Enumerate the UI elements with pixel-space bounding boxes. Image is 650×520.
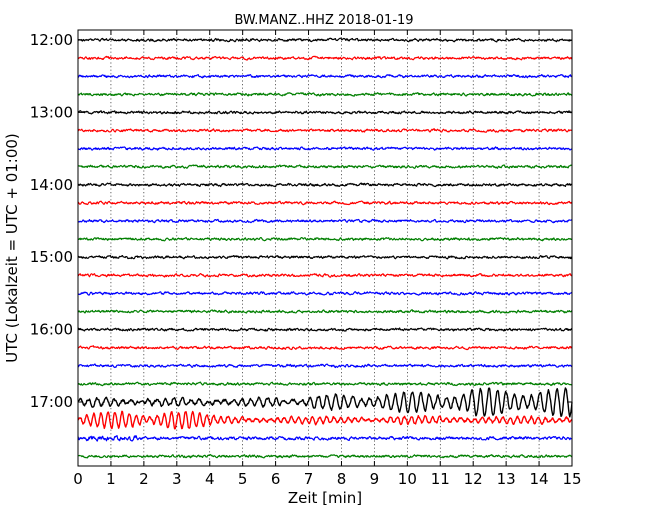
x-tick-label: 0 [73,470,83,488]
trace-line [77,387,573,418]
trace-line [77,182,573,188]
x-tick-label: 15 [562,470,581,488]
trace-line [77,128,573,133]
trace-line [77,309,573,314]
seismogram-traces [77,37,573,459]
grid-lines [110,30,540,466]
trace-line [77,37,573,43]
plot-frame [77,29,573,467]
x-tick-label: 1 [106,470,116,488]
x-tick-label: 5 [238,470,248,488]
chart-title: BW.MANZ..HHZ 2018-01-19 [234,13,413,28]
trace-line [77,435,573,442]
y-tick-label: 12:00 [30,31,73,49]
x-tick-label: 10 [398,470,417,488]
y-axis-ticks: 12:00 13:00 14:00 15:00 16:00 17:00 [30,31,572,411]
trace-line [77,255,573,260]
y-tick-label: 14:00 [30,176,73,194]
trace-line [77,73,573,79]
y-tick-label: 15:00 [30,248,73,266]
y-tick-label: 13:00 [30,103,73,121]
trace-line [77,92,573,97]
y-tick-label: 17:00 [30,393,73,411]
trace-line [77,273,573,278]
trace-line [77,164,573,169]
x-tick-label: 4 [205,470,215,488]
x-tick-label: 2 [139,470,149,488]
x-tick-label: 6 [271,470,281,488]
trace-line [77,218,573,224]
trace-line [77,200,573,206]
x-axis-ticks: 0 1 2 3 4 5 6 7 8 9 10 11 12 13 14 15 [73,30,582,488]
trace-line [77,453,573,459]
trace-line [77,327,573,332]
x-tick-label: 12 [464,470,483,488]
y-axis-label: UTC (Lokalzeit = UTC + 01:00) [3,133,21,363]
x-tick-label: 9 [370,470,380,488]
trace-line [77,55,573,61]
trace-line [77,146,573,151]
trace-line [77,381,573,387]
x-tick-label: 3 [172,470,182,488]
trace-line [77,110,573,115]
x-tick-label: 14 [530,470,549,488]
x-tick-label: 8 [337,470,347,488]
x-tick-label: 7 [304,470,314,488]
y-tick-label: 16:00 [30,321,73,339]
trace-line [77,345,573,351]
x-tick-label: 13 [497,470,516,488]
x-axis-label: Zeit [min] [288,489,362,507]
trace-line [77,363,573,369]
trace-line [77,291,573,296]
trace-line [77,410,573,430]
x-tick-label: 11 [431,470,450,488]
trace-line [77,236,573,242]
